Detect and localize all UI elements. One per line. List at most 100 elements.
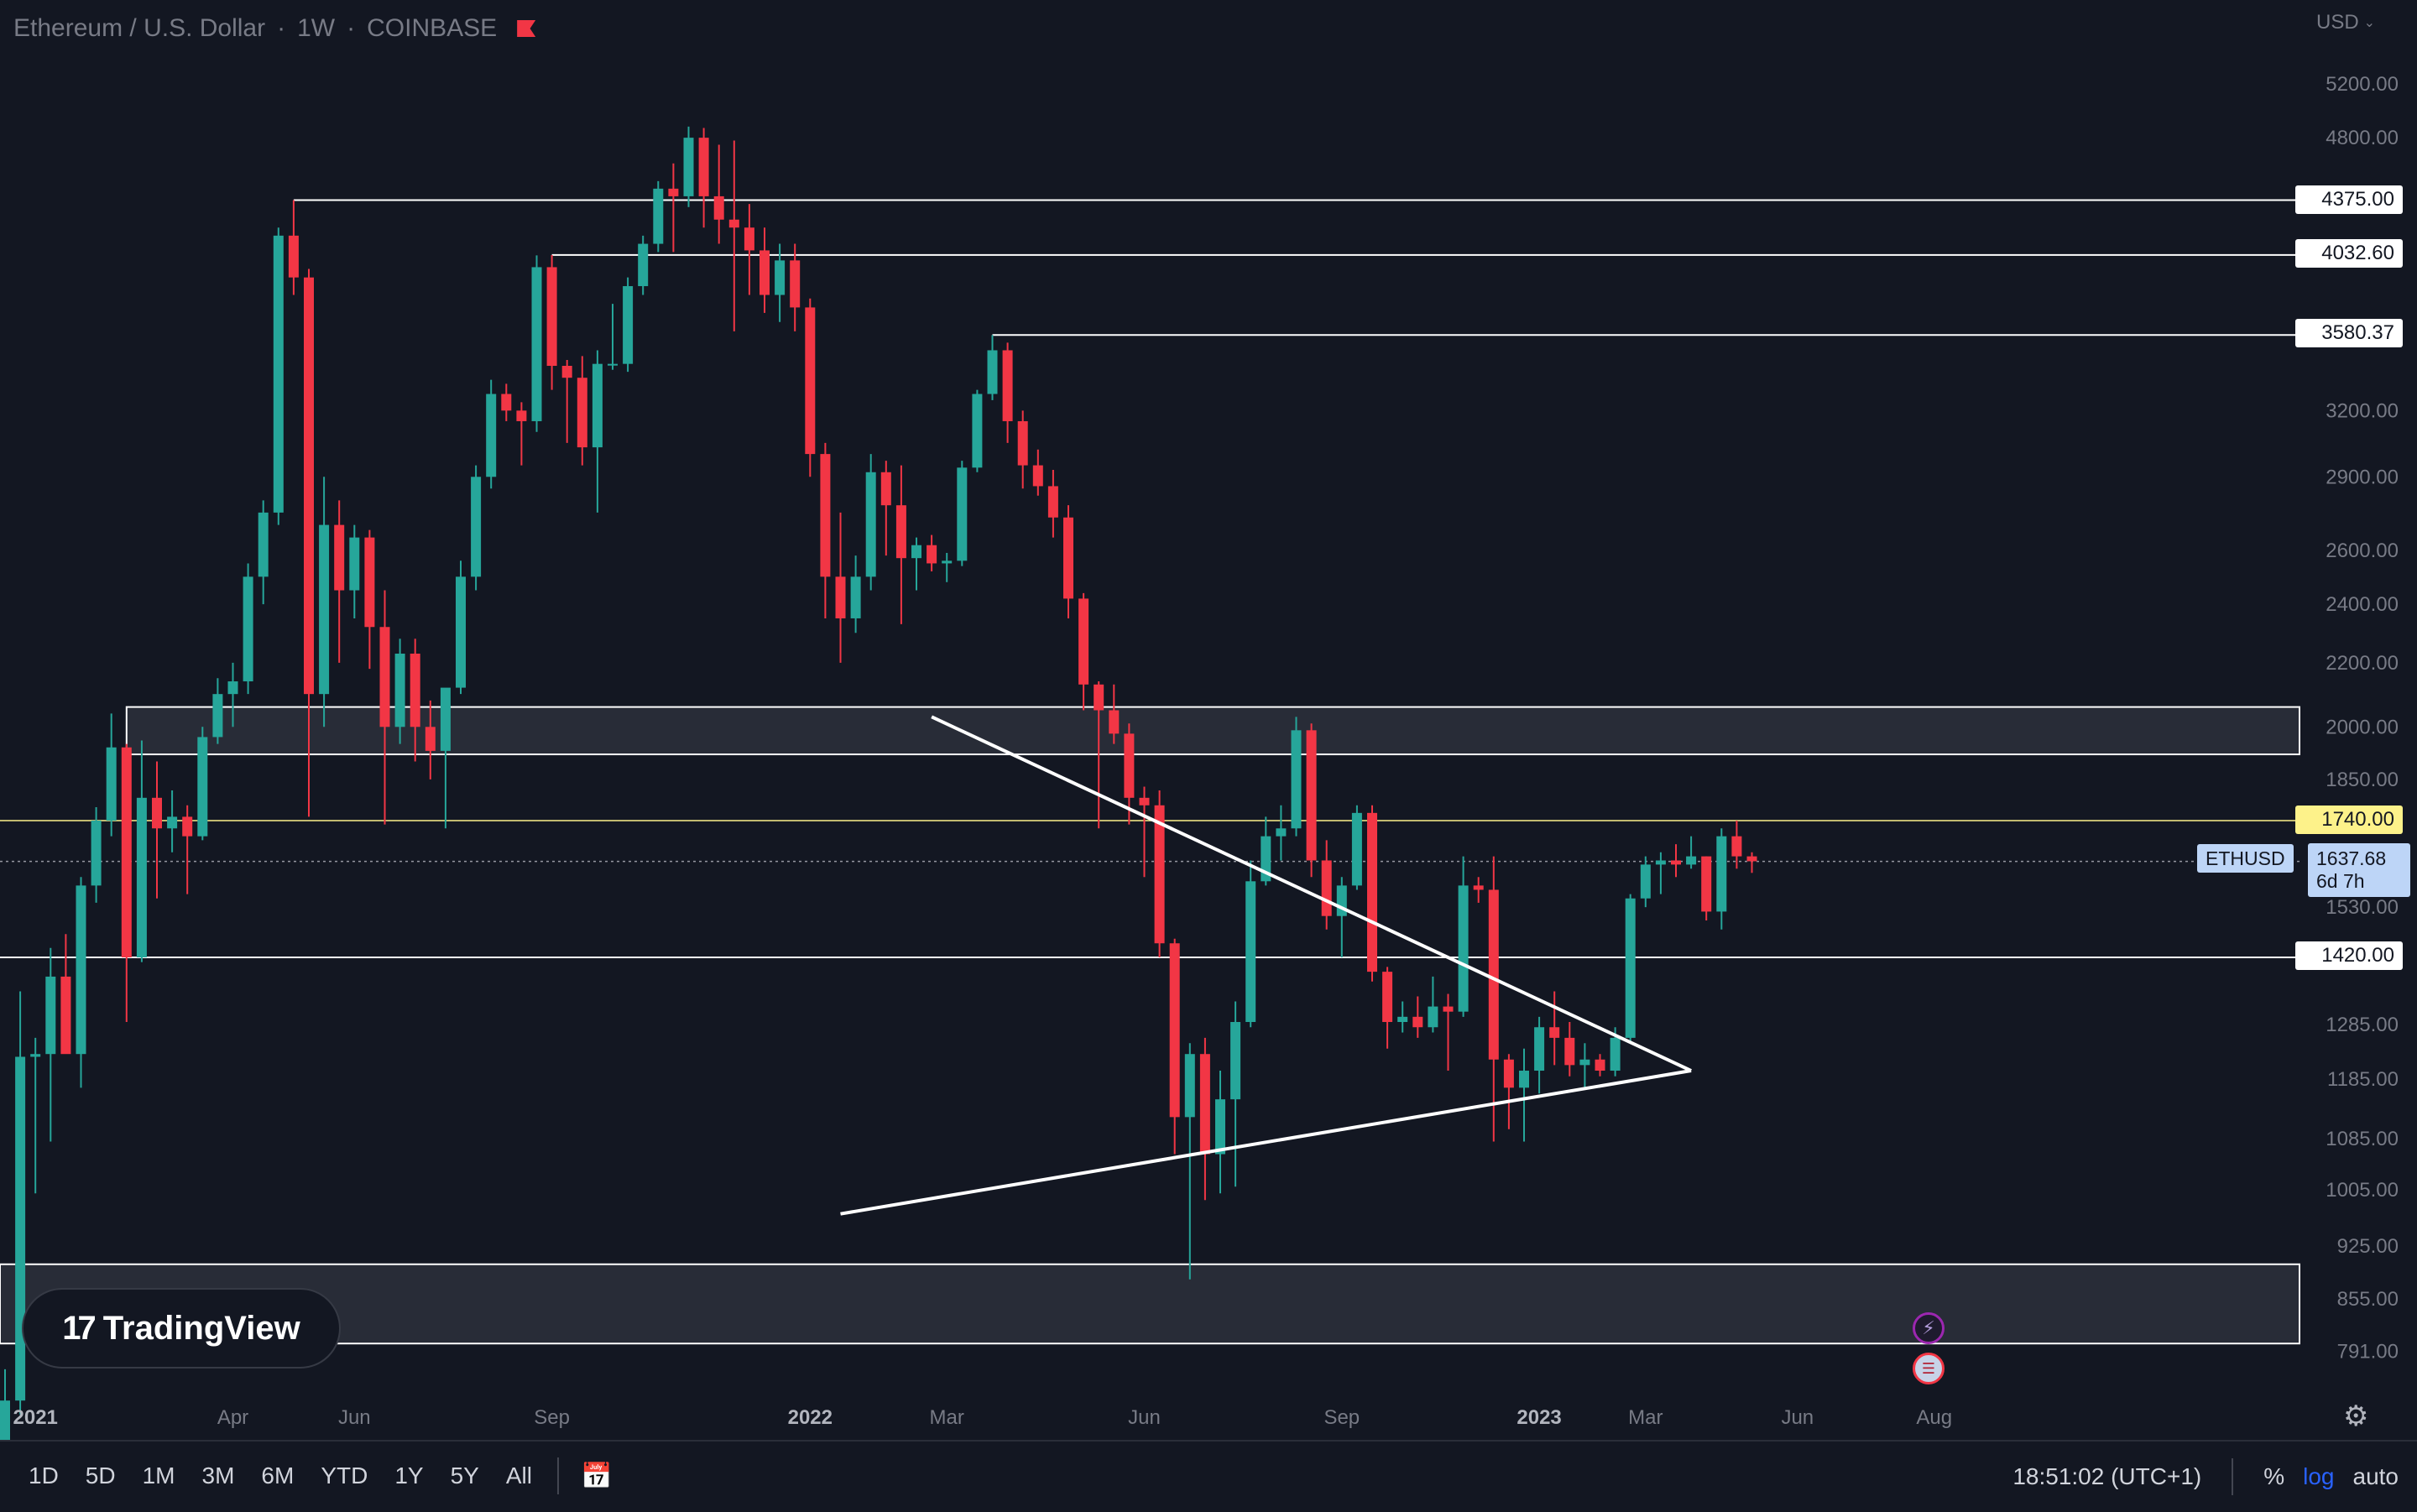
level-tag: 4032.60 [2295, 239, 2403, 268]
range-1y-button[interactable]: 1Y [394, 1462, 424, 1489]
candle-body [1047, 486, 1058, 518]
candle-body [1230, 1022, 1241, 1100]
candle-body [1534, 1027, 1545, 1071]
candle-body [227, 681, 238, 695]
candle-body [1094, 684, 1104, 711]
candle-body [1519, 1071, 1529, 1088]
candle-body [410, 653, 420, 727]
range-3m-button[interactable]: 3M [201, 1462, 235, 1489]
flag-icon[interactable] [517, 20, 536, 37]
log-scale-button[interactable]: log [2303, 1463, 2335, 1489]
candle-body [1397, 1016, 1408, 1023]
candle-body [1701, 856, 1712, 912]
candle-body [957, 467, 968, 561]
currency-selector[interactable]: USD ⌄ [2316, 10, 2375, 35]
candle-body [592, 363, 603, 448]
chevron-down-icon: ⌄ [2363, 16, 2376, 30]
symbol-title[interactable]: Ethereum / U.S. Dollar [13, 14, 266, 42]
price-axis-label: 1285.00 [2326, 1014, 2399, 1036]
candle-body [486, 394, 497, 477]
percent-scale-button[interactable]: % [2263, 1463, 2285, 1489]
price-chart[interactable]: 5200.00 4800.00 3200.00 2900.00 2600.00 2400.… [0, 0, 2417, 1440]
tradingview-mark-icon: 17 [62, 1309, 96, 1347]
range-6m-button[interactable]: 6M [261, 1462, 295, 1489]
candle-body [698, 138, 709, 196]
candle-body [653, 188, 664, 244]
auto-scale-button[interactable]: auto [2352, 1463, 2399, 1489]
time-axis-label: Sep [1323, 1406, 1360, 1429]
candle-body [394, 653, 405, 727]
price-axis-label: 855.00 [2337, 1288, 2399, 1311]
candle-body [425, 727, 436, 751]
candle-body [1686, 856, 1697, 865]
currency-label: USD [2316, 11, 2359, 34]
toolbar-right: 18:51:02 (UTC+1) % log auto [2012, 1442, 2399, 1512]
range-1m-button[interactable]: 1M [142, 1462, 175, 1489]
candle-body [1124, 733, 1135, 798]
candle-body [1382, 972, 1393, 1023]
price-axis-label: 1185.00 [2327, 1068, 2399, 1091]
candle-body [1078, 598, 1089, 685]
range-ytd-button[interactable]: YTD [321, 1462, 368, 1489]
candle-body [623, 286, 634, 364]
time-axis-label: Jun [1781, 1406, 1814, 1429]
candle-body [1428, 1006, 1438, 1028]
candle-body [987, 350, 998, 394]
range-all-button[interactable]: All [505, 1462, 532, 1489]
interval-label[interactable]: 1W [297, 14, 336, 42]
toolbar-divider [2232, 1458, 2234, 1495]
time-axis-label: 2023 [1516, 1406, 1561, 1429]
range-5d-button[interactable]: 5D [85, 1462, 116, 1489]
candle-body [1154, 805, 1165, 944]
candle-body [516, 410, 527, 421]
candle-body [456, 576, 466, 688]
candle-body [379, 627, 390, 727]
triangle-trendline [931, 715, 1692, 1072]
candle-body [1716, 836, 1727, 912]
range-5y-button[interactable]: 5Y [450, 1462, 479, 1489]
price-axis-label: 2900.00 [2326, 466, 2399, 488]
candle-body [911, 545, 921, 559]
logo-text: TradingView [102, 1309, 300, 1347]
candle-body [1032, 465, 1043, 487]
lightning-event-icon[interactable]: ⚡ [1913, 1312, 1945, 1344]
candle-body [760, 250, 770, 295]
range-1d-button[interactable]: 1D [29, 1462, 59, 1489]
candle-body [850, 576, 861, 618]
candle-body [304, 277, 314, 695]
candle-body [1169, 943, 1180, 1118]
candle-body [1017, 420, 1028, 466]
candle-body [243, 576, 253, 682]
candle-body [744, 227, 754, 251]
price-axis-label: 2000.00 [2326, 716, 2399, 738]
candle-body [121, 747, 132, 957]
tradingview-logo[interactable]: 17 TradingView [22, 1288, 341, 1369]
supply-demand-zone [125, 706, 2300, 756]
candle-body [1291, 730, 1302, 829]
candle-body [1625, 898, 1636, 1038]
candle-body [349, 537, 360, 591]
candle-body [501, 394, 512, 411]
candle-body [273, 235, 284, 513]
triangle-trendline [840, 1069, 1692, 1216]
candle-body [1351, 812, 1362, 886]
candle-body [1063, 517, 1073, 599]
candle-body [1412, 1016, 1423, 1028]
candle-body [60, 976, 71, 1055]
candle-body [45, 976, 56, 1055]
candle-body [820, 454, 831, 577]
candle-body [880, 472, 891, 506]
price-axis-label: 2600.00 [2326, 540, 2399, 562]
candle-body [136, 797, 147, 957]
clock[interactable]: 18:51:02 (UTC+1) [2012, 1463, 2202, 1489]
gear-icon[interactable]: ⚙ [2343, 1400, 2369, 1432]
calendar-icon[interactable]: 📅 [580, 1462, 613, 1490]
candle-body [1458, 885, 1469, 1012]
live-symbol-tag: ETHUSD [2197, 844, 2294, 873]
exchange-label: COINBASE [367, 14, 498, 42]
price-axis-label: 3200.00 [2326, 399, 2399, 422]
candle-body [182, 816, 193, 837]
price-axis-label: 1530.00 [2326, 896, 2399, 919]
us-flag-event-icon[interactable]: ☰ [1913, 1353, 1945, 1384]
candle-body [683, 138, 694, 196]
